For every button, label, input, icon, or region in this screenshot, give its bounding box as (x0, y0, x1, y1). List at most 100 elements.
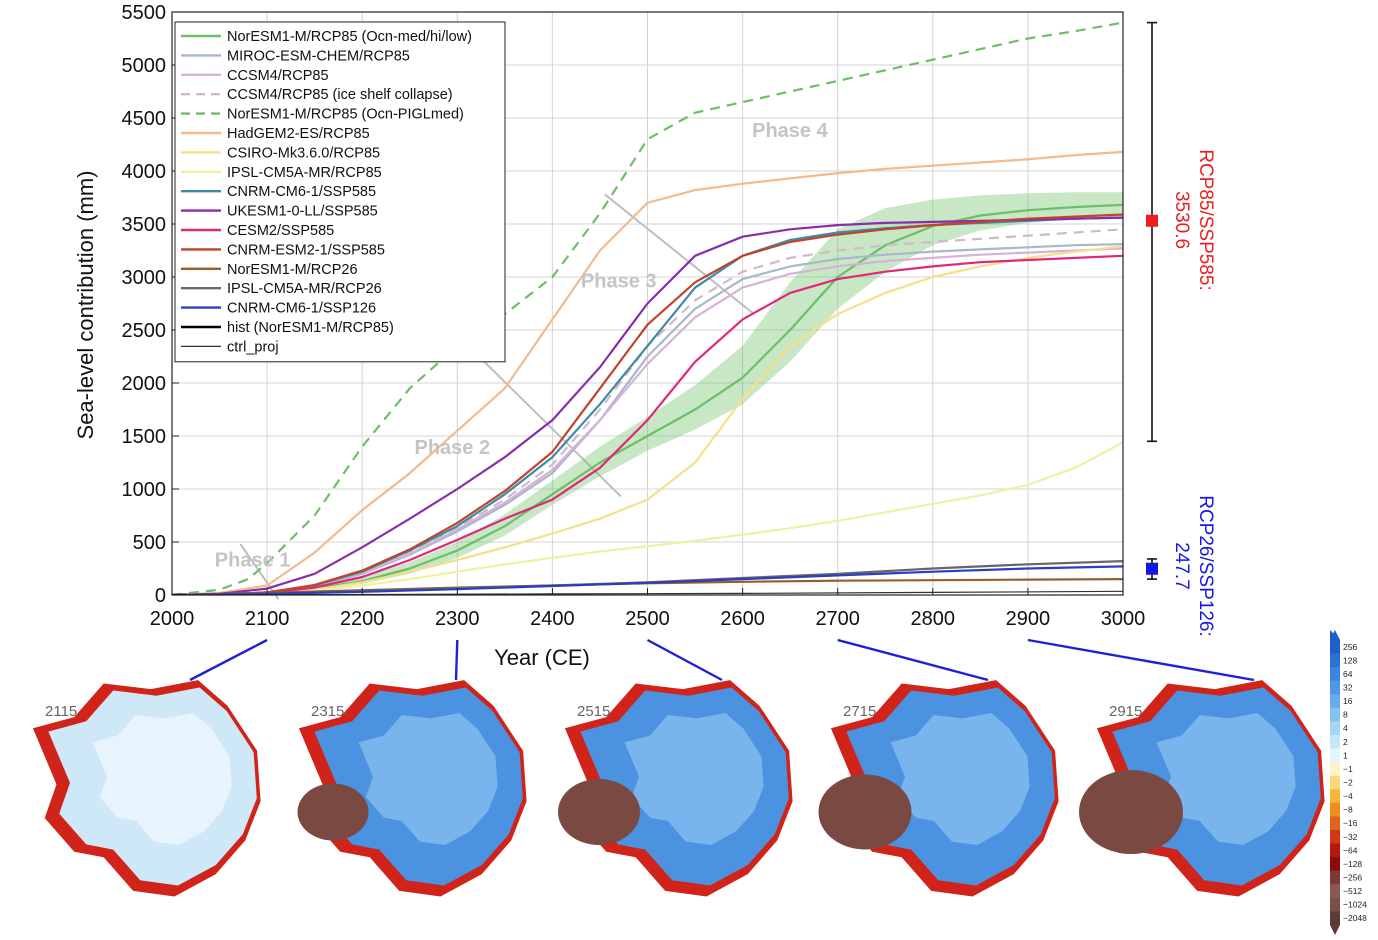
colorbar-label: −1 (1343, 764, 1353, 774)
range-bar-value: 247.7 (1171, 542, 1192, 590)
legend-entry: CNRM-ESM2-1/SSP585 (227, 242, 385, 258)
colorbar-label: 4 (1343, 723, 1348, 733)
colorbar-segment (1330, 830, 1340, 845)
range-bar-value: 3530.6 (1171, 191, 1192, 249)
colorbar-label: −32 (1343, 832, 1358, 842)
map-grounding-loss (818, 774, 912, 850)
map-panel: 2915 (1027, 638, 1325, 897)
y-tick-label: 1000 (122, 479, 167, 501)
legend-entry: MIROC-ESM-CHEM/RCP85 (227, 48, 410, 64)
map-panel: 2115 (32, 638, 268, 897)
map-year-label: 2315 (311, 703, 344, 720)
y-axis-ticks: 0 500 1000 1500 2000 2500 3000 3500 4000 4500 5000… (122, 2, 179, 607)
colorbar: 256 128 64 32 16 8 4 2 1 −1 −2 −4 −8 −16 −32 −64 −128 −25… (1330, 630, 1367, 935)
colorbar-label: 128 (1343, 655, 1357, 665)
range-bar-label: RCP26/SSP126: (1195, 495, 1216, 637)
colorbar-segment (1330, 707, 1340, 722)
legend: NorESM1-M/RCP85 (Ocn-med/hi/low) MIROC-ES… (174, 21, 506, 363)
legend-entry: IPSL-CM5A-MR/RCP85 (227, 165, 382, 181)
series-line (172, 213, 1123, 595)
colorbar-label: 2 (1343, 737, 1348, 747)
legend-entry: CNRM-CM6-1/SSP126 (227, 301, 376, 317)
colorbar-label: −128 (1343, 859, 1362, 869)
colorbar-segment (1330, 721, 1340, 736)
colorbar-segment (1330, 694, 1340, 709)
x-tick-label: 2500 (625, 608, 670, 630)
colorbar-label: 16 (1343, 696, 1353, 706)
x-tick-label: 2900 (1006, 608, 1051, 630)
phase-label: Phase 3 (581, 271, 657, 293)
map-connector-line (646, 638, 723, 682)
map-grounding-loss (297, 783, 369, 841)
map-ice-core (624, 713, 764, 845)
map-panel: 2715 (818, 638, 1059, 897)
colorbar-segment (1330, 748, 1340, 763)
x-tick-label: 2400 (530, 608, 575, 630)
map-connector-line (454, 639, 459, 681)
map-panel: 2515 (558, 638, 793, 897)
phase-divider-line (239, 543, 280, 600)
colorbar-segment (1330, 667, 1340, 682)
legend-entry: NorESM1-M/RCP85 (Ocn-med/hi/low) (227, 29, 472, 45)
range-bars: RCP85/SSP585:3530.6 RCP26/SSP126:247.7 (1146, 21, 1216, 637)
map-ice-core (890, 713, 1030, 845)
map-ice-core (358, 713, 498, 845)
map-grounding-loss (558, 779, 640, 845)
colorbar-segment (1330, 680, 1340, 695)
colorbar-segment (1330, 640, 1340, 655)
y-tick-label: 0 (155, 585, 166, 607)
x-tick-label: 2800 (911, 608, 956, 630)
x-tick-label: 2600 (720, 608, 765, 630)
y-tick-label: 1500 (122, 426, 167, 448)
y-tick-label: 4000 (122, 161, 167, 183)
colorbar-arrow-bottom (1330, 925, 1340, 935)
colorbar-label: 64 (1343, 669, 1353, 679)
colorbar-segment (1330, 843, 1340, 858)
phase-label: Phase 1 (215, 549, 291, 571)
map-ice-core (92, 713, 232, 845)
colorbar-segment (1330, 735, 1340, 750)
legend-entry: NorESM1-M/RCP85 (Ocn-PIGLmed) (227, 107, 464, 123)
colorbar-segment (1330, 762, 1340, 777)
colorbar-segment (1330, 802, 1340, 817)
colorbar-label: −1024 (1343, 900, 1367, 910)
colorbar-segment (1330, 816, 1340, 831)
colorbar-label: −64 (1343, 845, 1358, 855)
series-line (172, 216, 1123, 595)
legend-entry: CSIRO-Mk3.6.0/RCP85 (227, 145, 380, 161)
colorbar-segment (1330, 897, 1340, 912)
colorbar-label: 8 (1343, 710, 1348, 720)
range-bar-mean-marker (1146, 562, 1158, 575)
phase-divider-line (604, 193, 755, 315)
antarctica-maps: 2115 2315 2515 2715 2915 (32, 638, 1325, 897)
map-year-label: 2115 (45, 703, 77, 720)
legend-entry: UKESM1-0-LL/SSP585 (227, 204, 378, 220)
colorbar-label: 1 (1343, 750, 1348, 760)
map-year-label: 2915 (1109, 703, 1142, 720)
map-connector-line (1027, 638, 1255, 682)
y-tick-label: 500 (133, 532, 166, 554)
legend-entry: CNRM-CM6-1/SSP585 (227, 184, 376, 200)
phase-label: Phase 2 (415, 437, 491, 459)
series-line (172, 21, 1123, 595)
map-connector-line (189, 638, 268, 682)
y-tick-label: 3000 (122, 267, 167, 289)
legend-entry: CCSM4/RCP85 (ice shelf collapse) (227, 87, 453, 103)
y-tick-label: 5000 (122, 55, 167, 77)
colorbar-label: −16 (1343, 818, 1358, 828)
legend-entry: CESM2/SSP585 (227, 223, 334, 239)
phase-label: Phase 4 (752, 120, 828, 142)
colorbar-segment (1330, 775, 1340, 790)
map-year-label: 2515 (577, 703, 610, 720)
colorbar-segment (1330, 857, 1340, 872)
colorbar-segment (1330, 653, 1340, 668)
map-ice-core (1156, 713, 1296, 845)
map-connector-line (837, 638, 989, 682)
colorbar-segment (1330, 884, 1340, 899)
y-tick-label: 4500 (122, 108, 167, 130)
series-line (172, 441, 1123, 595)
legend-entry: NorESM1-M/RCP26 (227, 262, 358, 278)
map-grounding-loss (1079, 770, 1183, 854)
x-tick-label: 2200 (340, 608, 385, 630)
